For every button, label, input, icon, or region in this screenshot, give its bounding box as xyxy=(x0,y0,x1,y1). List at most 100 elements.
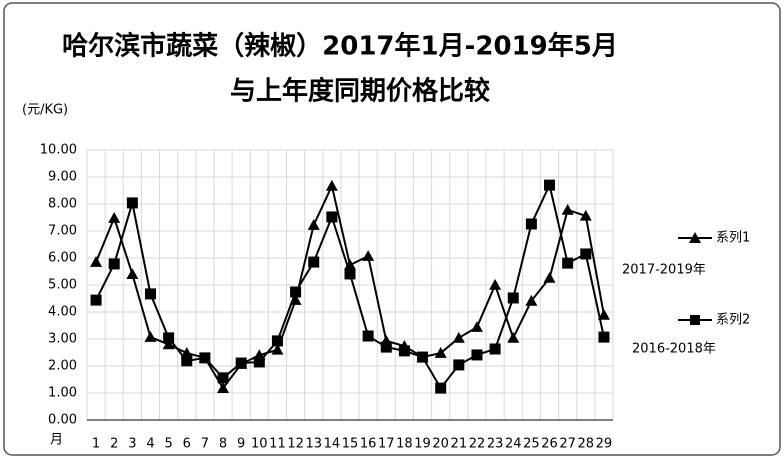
x-tick-label: 17 xyxy=(378,437,395,452)
point xyxy=(525,294,538,306)
point xyxy=(144,288,156,300)
x-tick-label: 14 xyxy=(324,437,341,452)
point xyxy=(507,331,520,343)
point xyxy=(325,179,338,191)
x-tick-label: 13 xyxy=(305,437,322,452)
legend-label: 系列2 xyxy=(716,313,750,328)
y-tick-label: 3.00 xyxy=(48,332,77,347)
point xyxy=(561,203,574,215)
x-tick-label: 16 xyxy=(360,437,377,452)
point xyxy=(199,352,211,364)
point xyxy=(435,382,447,394)
x-tick-label: 29 xyxy=(596,437,613,452)
point xyxy=(271,335,283,347)
y-tick-label: 4.00 xyxy=(48,305,77,320)
point xyxy=(235,357,247,369)
x-tick-label: 24 xyxy=(505,437,522,452)
legend-note: 2016-2018年 xyxy=(632,342,716,357)
x-tick-label: 12 xyxy=(287,437,304,452)
point xyxy=(144,331,157,342)
point xyxy=(417,351,429,363)
point xyxy=(544,179,556,191)
point xyxy=(108,258,120,270)
y-tick-label: 7.00 xyxy=(48,224,77,239)
point xyxy=(525,218,537,230)
x-tick-label: 19 xyxy=(414,437,431,452)
point xyxy=(126,268,139,279)
x-tick-label: 25 xyxy=(523,437,540,452)
point xyxy=(580,248,592,260)
point xyxy=(181,355,193,367)
x-tick-label: 2 xyxy=(110,437,118,452)
x-tick-label: 5 xyxy=(164,437,172,452)
point xyxy=(217,372,229,384)
x-tick-label: 4 xyxy=(146,437,154,452)
x-tick-label: 22 xyxy=(469,437,486,452)
x-tick-label: 7 xyxy=(201,437,209,452)
y-tick-label: 6.00 xyxy=(48,251,77,266)
point xyxy=(598,331,610,343)
point xyxy=(308,256,320,268)
point xyxy=(489,279,502,290)
x-tick-label: 3 xyxy=(128,437,136,452)
point xyxy=(162,338,175,350)
point xyxy=(253,356,265,368)
legend-marker xyxy=(690,315,700,325)
y-tick-label: 9.00 xyxy=(48,170,77,185)
x-axis-label: 月 xyxy=(50,433,63,448)
x-tick-label: 11 xyxy=(269,437,286,452)
point xyxy=(271,343,284,355)
x-tick-label: 9 xyxy=(237,437,245,452)
point xyxy=(362,250,375,261)
point xyxy=(108,212,121,223)
point xyxy=(543,271,556,283)
x-tick-label: 21 xyxy=(451,437,468,452)
point xyxy=(180,347,193,358)
x-tick-label: 18 xyxy=(396,437,413,452)
point xyxy=(471,349,483,361)
x-tick-label: 28 xyxy=(578,437,595,452)
point xyxy=(290,286,302,298)
x-tick-label: 1 xyxy=(92,437,100,452)
x-tick-label: 23 xyxy=(487,437,504,452)
point xyxy=(217,382,230,393)
point xyxy=(434,347,447,358)
point xyxy=(380,341,392,353)
point xyxy=(362,330,374,342)
y-tick-label: 10.00 xyxy=(40,143,77,158)
point xyxy=(344,268,356,280)
y-tick-label: 8.00 xyxy=(48,197,77,212)
x-tick-label: 15 xyxy=(342,437,359,452)
x-tick-label: 27 xyxy=(559,437,576,452)
x-tick-label: 20 xyxy=(432,437,449,452)
legend-note: 2017-2019年 xyxy=(622,263,706,278)
y-axis-label: (元/KG) xyxy=(22,103,68,118)
y-tick-label: 5.00 xyxy=(48,278,77,293)
point xyxy=(579,209,592,221)
y-tick-label: 2.00 xyxy=(48,359,77,374)
point xyxy=(126,197,138,209)
x-tick-label: 26 xyxy=(541,437,558,452)
legend-label: 系列1 xyxy=(716,231,750,246)
point xyxy=(507,292,519,304)
point xyxy=(163,332,175,344)
point xyxy=(470,321,483,332)
point xyxy=(562,257,574,269)
point xyxy=(326,211,338,223)
point xyxy=(90,256,103,267)
chart-subtitle: 与上年度同期价格比较 xyxy=(230,76,490,107)
x-tick-label: 6 xyxy=(183,437,191,452)
chart-border xyxy=(3,2,781,456)
chart-title: 哈尔滨市蔬菜（辣椒）2017年1月-2019年5月 xyxy=(62,31,618,62)
point xyxy=(452,331,465,343)
y-tick-label: 1.00 xyxy=(48,386,77,401)
point xyxy=(489,343,501,355)
legend-marker xyxy=(689,232,701,243)
point xyxy=(597,308,610,320)
x-tick-label: 8 xyxy=(219,437,227,452)
x-tick-label: 10 xyxy=(251,437,268,452)
point xyxy=(90,294,102,306)
y-tick-label: 0.00 xyxy=(48,413,77,428)
point xyxy=(307,219,320,230)
